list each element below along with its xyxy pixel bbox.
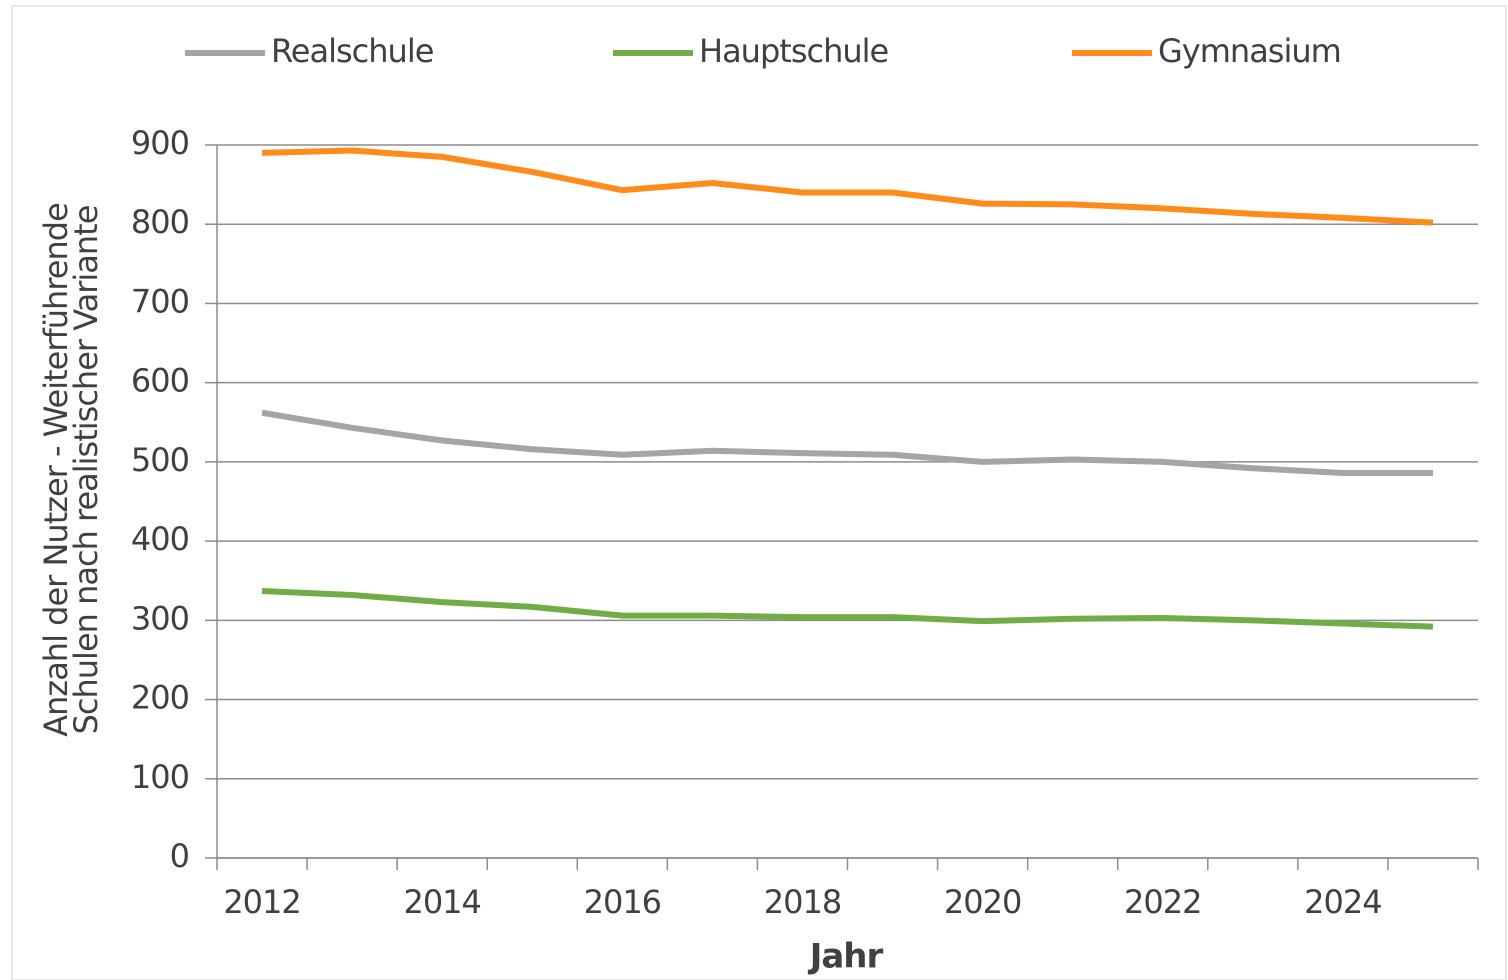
x-tick-label: 2018 [764, 883, 841, 921]
x-tick-label: 2020 [944, 883, 1021, 921]
y-axis-title: Anzahl der Nutzer - Weiterführende Schul… [37, 203, 105, 737]
y-tick-label: 800 [131, 203, 189, 241]
legend-label: Hauptschule [699, 32, 888, 70]
y-tick-label: 600 [131, 362, 189, 400]
y-tick-label: 200 [131, 679, 189, 717]
x-axis-title: Jahr [808, 937, 884, 977]
series-line [261, 409, 1433, 476]
x-tick-label: 2012 [223, 883, 300, 921]
x-tick-label: 2014 [403, 883, 480, 921]
chart-frame [11, 5, 1507, 980]
legend-label: Gymnasium [1158, 32, 1341, 70]
legend-label: Realschule [271, 32, 433, 70]
y-tick-label: 900 [131, 124, 189, 162]
x-tick-label: 2016 [584, 883, 661, 921]
series-line [261, 588, 1434, 630]
y-tick-label: 100 [131, 758, 189, 796]
series-line [261, 147, 1434, 226]
x-tick-label: 2022 [1124, 883, 1201, 921]
y-tick-label: 700 [131, 282, 189, 320]
y-axis-title-line: Schulen nach realistischer Variante [67, 206, 105, 735]
y-axis-title-line: Anzahl der Nutzer - Weiterführende [37, 203, 75, 737]
y-tick-label: 0 [170, 837, 189, 875]
y-tick-label: 400 [131, 520, 189, 558]
y-tick-label: 500 [131, 441, 189, 479]
y-tick-label: 300 [131, 599, 189, 637]
x-tick-label: 2024 [1304, 883, 1381, 921]
